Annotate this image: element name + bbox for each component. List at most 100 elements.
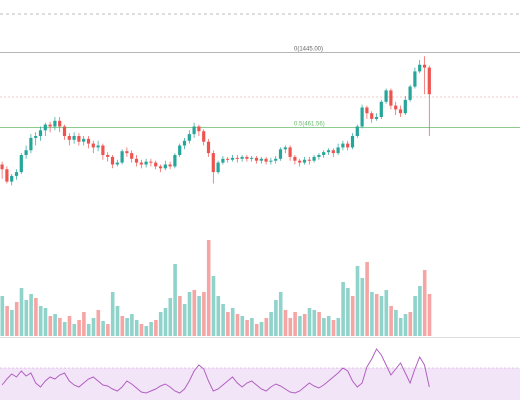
candle	[322, 150, 326, 158]
candle-body	[413, 71, 417, 87]
candle	[125, 147, 129, 157]
candle	[149, 158, 153, 167]
candle	[427, 65, 431, 136]
candle-body	[302, 159, 307, 163]
candle	[341, 140, 345, 151]
candle	[250, 155, 254, 162]
candle-body	[149, 161, 153, 163]
candle-body	[288, 147, 292, 157]
candle	[163, 160, 167, 171]
volume-bar	[67, 316, 72, 336]
volume-bar	[403, 314, 408, 336]
volume-bar	[14, 302, 19, 336]
volume-bar	[216, 296, 221, 336]
volume-bar	[86, 324, 91, 336]
candle-body	[192, 126, 196, 135]
candle	[82, 136, 86, 146]
candle-body	[158, 166, 163, 169]
candle-body	[278, 149, 283, 159]
candle-body	[173, 155, 177, 167]
candle-body	[259, 158, 263, 161]
candle-body	[269, 160, 273, 162]
candle-body	[350, 136, 355, 148]
volume-bar	[389, 306, 393, 336]
candle	[24, 145, 28, 159]
candle-body	[374, 117, 379, 119]
candle	[67, 133, 71, 146]
volume-bar	[365, 262, 369, 336]
volume-bar	[139, 324, 144, 336]
candle	[130, 150, 134, 163]
candle	[254, 155, 259, 164]
candle-body	[403, 99, 407, 114]
candle	[197, 124, 201, 136]
candle-body	[226, 158, 230, 160]
volume-bar	[38, 306, 43, 336]
candle-body	[274, 158, 278, 161]
candle-body	[312, 156, 316, 161]
candle	[422, 56, 427, 95]
volume-bar	[288, 318, 293, 336]
volume-bar	[106, 324, 110, 336]
candle	[29, 134, 33, 154]
candle	[106, 152, 110, 162]
candle	[288, 145, 292, 161]
volume-bar	[211, 276, 216, 336]
candle-body	[394, 105, 398, 110]
candle-body	[298, 160, 302, 163]
volume-bar	[302, 314, 307, 336]
candle	[10, 174, 14, 186]
volume-bar	[197, 296, 201, 336]
volume-bar	[269, 312, 273, 336]
candle-body	[43, 124, 47, 131]
candle	[158, 164, 163, 173]
candle	[278, 147, 283, 161]
candle-body	[346, 143, 350, 148]
candle	[62, 124, 67, 140]
candle-body	[130, 153, 134, 159]
candle	[418, 60, 422, 74]
volume-bar	[144, 326, 149, 336]
volume-bar	[293, 312, 297, 336]
candle	[336, 143, 340, 155]
candle-body	[24, 150, 28, 155]
volume-bars	[0, 240, 432, 336]
candle	[43, 122, 47, 136]
reference-lines	[0, 13, 520, 338]
volume-bar	[283, 310, 288, 336]
volume-bar	[24, 300, 29, 336]
volume-bar	[221, 304, 225, 336]
candle-body	[62, 126, 67, 136]
candle-body	[211, 153, 215, 173]
candle	[5, 166, 9, 184]
candle	[403, 96, 407, 116]
candle	[58, 117, 62, 133]
volume-bar	[206, 240, 211, 336]
candle-body	[48, 124, 52, 127]
candle	[14, 169, 19, 180]
candle	[173, 153, 177, 169]
candle-body	[326, 150, 331, 153]
candle-body	[379, 101, 383, 117]
candle-body	[341, 143, 345, 148]
candle	[360, 104, 364, 129]
candle-body	[72, 136, 76, 140]
candle	[91, 140, 95, 154]
candle	[350, 133, 355, 150]
candle-body	[216, 162, 220, 173]
candle	[34, 132, 38, 146]
volume-bar	[72, 324, 77, 336]
volume-bar	[130, 314, 134, 336]
candlestick-series	[0, 56, 431, 186]
candle-body	[293, 156, 297, 161]
candle-body	[53, 120, 57, 127]
candle-body	[331, 150, 335, 154]
candle-body	[365, 107, 369, 114]
candle	[240, 155, 244, 162]
volume-bar	[346, 288, 350, 336]
candle	[269, 157, 273, 165]
volume-bar	[264, 318, 269, 336]
candle-body	[230, 157, 235, 160]
candle-body	[221, 158, 225, 163]
